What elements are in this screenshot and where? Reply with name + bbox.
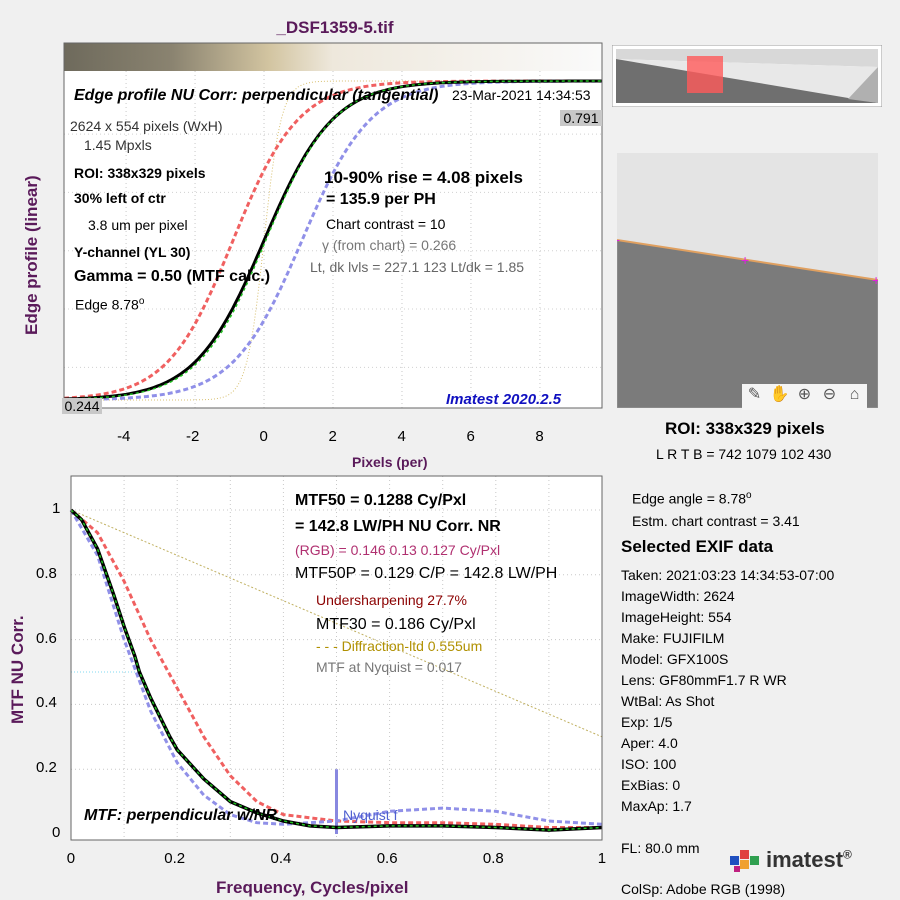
edge-profile-chart bbox=[63, 42, 603, 409]
exif-item: FL: 80.0 mm bbox=[621, 840, 700, 856]
exif-item: ExBias: 0 bbox=[621, 777, 681, 793]
gamma-from-chart: γ (from chart) = 0.266 bbox=[322, 237, 457, 253]
top-x-tick-label: 4 bbox=[397, 428, 406, 445]
info-channel: Y-channel (YL 30) bbox=[74, 244, 191, 260]
top-x-tick-label: -2 bbox=[186, 428, 200, 445]
mtf-chart bbox=[69, 475, 603, 841]
roi-crop-image[interactable]: + + + bbox=[617, 153, 878, 408]
top-x-tick-label: 0 bbox=[259, 428, 268, 445]
edge-angle: Edge angle = 8.78o bbox=[632, 490, 752, 507]
chart-contrast: Chart contrast = 10 bbox=[326, 216, 446, 232]
diffraction-edge-curve bbox=[64, 80, 602, 401]
nyquist-label: Nyquist f bbox=[343, 807, 398, 823]
mtf-chart-grid bbox=[71, 476, 602, 840]
top-chart-title: Edge profile NU Corr: perpendicular (tan… bbox=[74, 87, 439, 104]
info-gamma: Gamma = 0.50 (MTF calc.) bbox=[74, 268, 271, 285]
exif-item: ISO: 100 bbox=[621, 756, 677, 772]
window-title: _DSF1359-5.tif bbox=[276, 18, 394, 37]
version-label: Imatest 2020.2.5 bbox=[446, 391, 562, 408]
mtf-x-tick-label: 0 bbox=[66, 850, 76, 867]
mtf-chart-label: MTF: perpendicular w/NR bbox=[84, 807, 277, 824]
mtf-x-tick-label: 0.6 bbox=[376, 850, 398, 867]
exif-item: ImageWidth: 2624 bbox=[621, 588, 735, 604]
roi-highlight bbox=[687, 56, 723, 93]
nyquist-result: MTF at Nyquist = 0.017 bbox=[316, 659, 462, 675]
mtf-y-tick-label: 0.8 bbox=[36, 564, 57, 582]
light-dark-levels: Lt, dk lvls = 227.1 123 Lt/dk = 1.85 bbox=[310, 259, 525, 275]
zoom-out-icon[interactable]: ⊖ bbox=[822, 386, 837, 403]
image-toolbar: ✎ ✋ ⊕ ⊖ ⌂ bbox=[742, 384, 867, 410]
mtf-chart-y-label: MTF NU Corr. bbox=[8, 615, 27, 724]
top-value-badge: 0.791 bbox=[560, 110, 602, 126]
top-chart-x-label: Pixels (per) bbox=[352, 454, 428, 470]
info-edge: Edge 8.78o bbox=[75, 296, 145, 313]
mtf30-result: MTF30 = 0.186 Cy/Pxl bbox=[316, 616, 476, 633]
svg-text:+: + bbox=[872, 272, 878, 288]
mtf-y-tick-label: 0.4 bbox=[36, 694, 57, 712]
exif-item: Model: GFX100S bbox=[621, 651, 729, 667]
rgb-result: (RGB) = 0.146 0.13 0.127 Cy/Pxl bbox=[295, 542, 501, 558]
per-ph-result: = 135.9 per PH bbox=[326, 191, 436, 208]
undersharpening-result: Undersharpening 27.7% bbox=[316, 592, 467, 608]
estimated-contrast: Estm. chart contrast = 3.41 bbox=[632, 513, 800, 529]
mtf-x-tick-label: 1 bbox=[597, 850, 607, 867]
green-edge-curve bbox=[63, 80, 602, 400]
mtf-y-tick-label: 0 bbox=[52, 824, 61, 841]
diffraction-mtf-line bbox=[70, 509, 603, 738]
side-lrtb: L R T B = 742 1079 102 430 bbox=[656, 446, 832, 462]
top-chart-grid bbox=[64, 71, 602, 408]
info-um-per-pixel: 3.8 um per pixel bbox=[88, 217, 188, 233]
top-x-tick-label: 6 bbox=[466, 428, 475, 445]
imatest-logo bbox=[728, 848, 762, 881]
exif-item: Lens: GF80mmF1.7 R WR bbox=[621, 672, 787, 688]
pan-hand-icon[interactable]: ✋ bbox=[769, 386, 790, 403]
mtf-main-curve bbox=[69, 508, 603, 832]
exif-item: Aper: 4.0 bbox=[621, 735, 678, 751]
svg-text:+: + bbox=[741, 252, 749, 268]
info-roi: ROI: 338x329 pixels bbox=[74, 165, 206, 181]
imatest-logo-text: imatest® bbox=[766, 847, 852, 872]
mtf-chart-curves bbox=[69, 508, 603, 834]
bottom-value-badge: 0.244 bbox=[62, 398, 102, 414]
top-x-tick-label: -4 bbox=[117, 428, 131, 445]
top-x-tick-label: 8 bbox=[535, 428, 544, 445]
exif-item: Exp: 1/5 bbox=[621, 714, 673, 730]
exif-item: Taken: 2021:03:23 14:34:53-07:00 bbox=[621, 567, 835, 583]
zoom-in-icon[interactable]: ⊕ bbox=[797, 386, 812, 403]
blue-mtf-curve bbox=[69, 509, 603, 826]
svg-text:+: + bbox=[617, 232, 620, 248]
imatest-logo-mark-icon bbox=[730, 850, 759, 872]
top-chart-timestamp: 23-Mar-2021 14:34:53 bbox=[452, 87, 591, 103]
mtf-y-tick-label: 0.6 bbox=[36, 629, 57, 647]
mtf-y-tick-label: 0.2 bbox=[36, 759, 57, 777]
info-mpxls: 1.45 Mpxls bbox=[84, 137, 152, 153]
exif-title: Selected EXIF data bbox=[621, 537, 774, 556]
exif-item: Make: FUJIFILM bbox=[621, 630, 725, 646]
info-location: 30% left of ctr bbox=[74, 190, 166, 206]
edge-gradient-strip bbox=[64, 43, 602, 71]
mtf-x-tick-label: 0.4 bbox=[270, 850, 292, 867]
mtf-x-tick-label: 0.8 bbox=[482, 850, 504, 867]
exif-item: WtBal: As Shot bbox=[621, 693, 715, 709]
side-roi: ROI: 338x329 pixels bbox=[665, 419, 825, 438]
edit-icon[interactable]: ✎ bbox=[747, 386, 762, 403]
exif-colorspace: ColSp: Adobe RGB (1998) bbox=[621, 881, 786, 897]
mtf-x-tick-label: 0.2 bbox=[164, 850, 186, 867]
mtf-chart-x-label: Frequency, Cycles/pixel bbox=[216, 878, 409, 897]
top-x-tick-label: 2 bbox=[328, 428, 337, 445]
diffraction-result: - - - Diffraction-ltd 0.555um bbox=[316, 638, 483, 654]
lwph-result: = 142.8 LW/PH NU Corr. NR bbox=[295, 518, 501, 535]
info-size: 2624 x 554 pixels (WxH) bbox=[70, 118, 223, 134]
mtf50p-result: MTF50P = 0.129 C/P = 142.8 LW/PH bbox=[295, 565, 558, 582]
exif-item: MaxAp: 1.7 bbox=[621, 798, 692, 814]
exif-item: ImageHeight: 554 bbox=[621, 609, 732, 625]
mtf50-result: MTF50 = 0.1288 Cy/Pxl bbox=[295, 492, 467, 509]
mtf-y-tick-label: 1 bbox=[52, 500, 61, 517]
top-chart-curves bbox=[63, 79, 602, 402]
rise-result: 10-90% rise = 4.08 pixels bbox=[324, 168, 523, 187]
red-edge-curve bbox=[63, 79, 602, 400]
thumbnail-image bbox=[612, 45, 882, 107]
home-icon[interactable]: ⌂ bbox=[849, 386, 860, 403]
